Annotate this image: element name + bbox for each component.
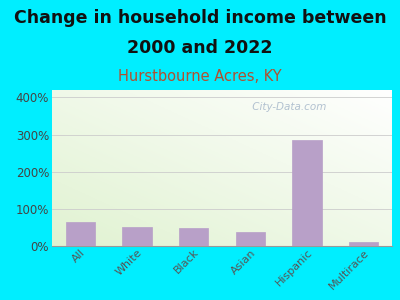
Text: Hurstbourne Acres, KY: Hurstbourne Acres, KY [118, 69, 282, 84]
Bar [292, 140, 322, 246]
Bar [66, 222, 95, 246]
Bar [122, 227, 152, 246]
Bar [349, 242, 378, 246]
Bar [236, 232, 265, 246]
Bar [179, 228, 208, 246]
Text: 2000 and 2022: 2000 and 2022 [127, 39, 273, 57]
Text: City-Data.com: City-Data.com [249, 103, 326, 112]
Text: Change in household income between: Change in household income between [14, 9, 386, 27]
